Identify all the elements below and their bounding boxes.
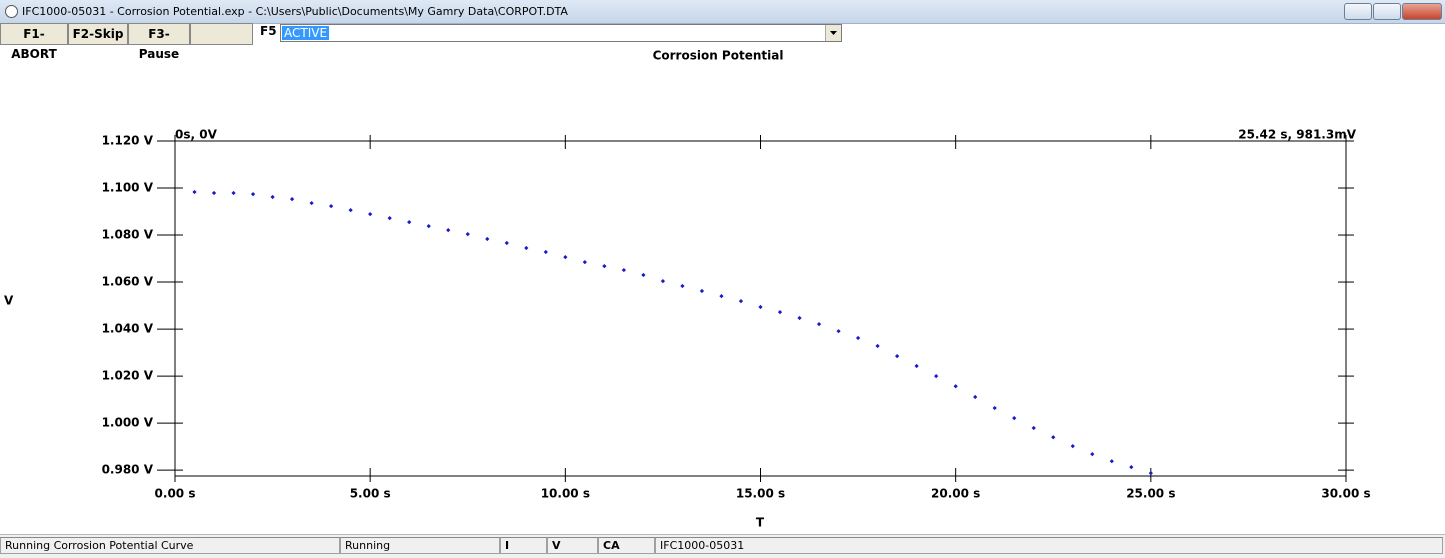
data-point <box>407 219 412 225</box>
data-point <box>231 190 236 196</box>
data-point <box>894 353 900 359</box>
data-point <box>387 215 392 221</box>
title-bar: IFC1000-05031 - Corrosion Potential.exp … <box>0 0 1445 24</box>
data-point <box>504 240 509 246</box>
dropdown-value: ACTIVE <box>282 26 330 40</box>
pause-button[interactable]: F3-Pause <box>128 23 190 61</box>
annotation: 0s, 0V <box>175 128 218 142</box>
data-point <box>250 192 256 197</box>
data-point <box>446 227 451 233</box>
data-point <box>602 263 607 269</box>
data-point <box>1148 471 1153 476</box>
x-tick-label: 30.00 s <box>1321 487 1370 501</box>
f5-label: F5 <box>260 24 277 38</box>
data-point <box>777 310 783 315</box>
x-tick-label: 10.00 s <box>541 487 590 501</box>
data-point <box>992 405 997 411</box>
data-point <box>758 304 763 310</box>
data-point <box>621 267 627 273</box>
app-icon <box>5 5 18 18</box>
x-tick-label: 20.00 s <box>931 487 980 501</box>
y-axis-label: V <box>4 294 14 308</box>
data-point <box>270 194 275 200</box>
data-point <box>465 231 470 237</box>
data-point <box>934 373 939 379</box>
status-cell: CA <box>598 537 655 554</box>
data-point <box>563 255 568 260</box>
data-point <box>953 384 958 389</box>
data-point <box>348 207 353 213</box>
y-tick-label: 1.120 V <box>102 134 154 148</box>
status-bar: Running Corrosion Potential Curve Runnin… <box>0 534 1445 558</box>
data-point <box>426 223 431 229</box>
data-point <box>1031 425 1036 431</box>
data-point <box>699 288 705 294</box>
data-point <box>875 343 880 349</box>
minimize-button[interactable] <box>1344 3 1372 20</box>
chart: Corrosion Potential V T 0s, 0V 25.42 s, … <box>4 49 1371 530</box>
skip-button[interactable]: F2-Skip <box>68 23 128 45</box>
x-tick-label: 15.00 s <box>736 487 785 501</box>
data-point <box>1051 435 1056 440</box>
y-tick-label: 1.100 V <box>102 181 154 195</box>
data-point <box>855 335 861 341</box>
y-tick-label: 0.980 V <box>102 463 154 477</box>
data-point <box>1109 459 1114 464</box>
y-tick-label: 1.080 V <box>102 228 154 242</box>
x-tick-label: 5.00 s <box>350 487 391 501</box>
data-point <box>1090 452 1095 457</box>
x-tick-label: 0.00 s <box>155 487 196 501</box>
data-point <box>641 272 646 278</box>
arrow-icon <box>830 31 837 35</box>
status-cell: Running Corrosion Potential Curve <box>0 537 340 554</box>
dropdown-arrow[interactable] <box>825 25 841 41</box>
data-point <box>797 315 802 321</box>
data-point <box>1012 416 1017 421</box>
status-cell: V <box>547 537 598 554</box>
data-point <box>309 200 314 206</box>
status-cell: I <box>500 537 547 554</box>
data-point <box>816 322 822 327</box>
y-tick-label: 1.000 V <box>102 416 154 430</box>
close-button[interactable] <box>1402 3 1442 20</box>
y-tick-label: 1.040 V <box>102 322 154 336</box>
data-point <box>680 283 685 289</box>
blank-button[interactable] <box>190 23 253 45</box>
data-point <box>1070 444 1075 449</box>
dropdown[interactable]: ACTIVE <box>280 24 842 42</box>
chart-title: Corrosion Potential <box>653 49 784 63</box>
y-tick-label: 1.060 V <box>102 275 154 289</box>
data-point <box>543 249 548 255</box>
data-point <box>289 196 295 202</box>
maximize-button[interactable] <box>1373 3 1401 20</box>
y-tick-label: 1.020 V <box>102 369 154 383</box>
annotation: 25.42 s, 981.3mV <box>1238 128 1356 142</box>
data-point <box>738 298 744 304</box>
data-point <box>211 190 217 196</box>
data-point <box>719 294 724 299</box>
data-point <box>485 236 490 242</box>
window-title: IFC1000-05031 - Corrosion Potential.exp … <box>22 5 568 18</box>
x-axis-label: T <box>756 516 765 530</box>
data-point <box>582 259 587 265</box>
data-point <box>914 363 919 369</box>
data-point <box>1129 464 1134 470</box>
data-point <box>192 189 197 195</box>
data-point <box>660 278 666 284</box>
data-point <box>368 211 373 217</box>
data-point <box>836 329 841 334</box>
data-point <box>524 245 529 251</box>
status-cell: IFC1000-05031 <box>655 537 1443 554</box>
abort-button[interactable]: F1-ABORT <box>0 23 68 61</box>
data-point <box>329 203 334 209</box>
status-cell: Running <box>340 537 500 554</box>
data-point <box>973 394 978 400</box>
x-tick-label: 25.00 s <box>1126 487 1175 501</box>
